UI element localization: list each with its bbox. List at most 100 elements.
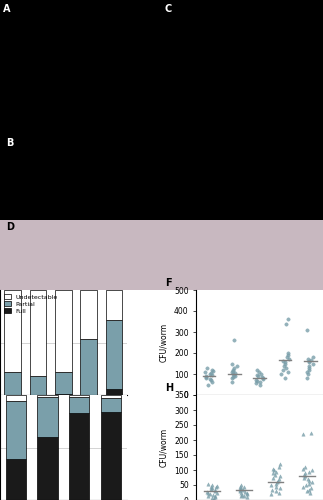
Point [307,366,312,374]
Text: B: B [6,138,14,147]
Point [237,487,243,495]
Point [207,375,212,384]
Point [270,464,275,472]
Text: A: A [3,4,11,14]
Point [302,474,307,482]
Point [208,376,214,384]
Y-axis label: CFU/worm: CFU/worm [160,428,169,467]
Point [210,481,215,489]
Point [213,493,218,500]
Point [208,484,214,492]
Bar [106,320,122,388]
Point [304,368,309,376]
Point [208,490,213,498]
Bar [30,376,46,395]
Point [261,374,266,382]
Bar [69,395,89,397]
Point [210,494,215,500]
Point [300,464,305,472]
Point [233,369,238,377]
Point [230,370,235,378]
Point [229,360,234,368]
Point [307,476,312,484]
Bar [69,413,89,500]
Bar [106,290,122,320]
Bar [37,437,58,500]
Bar [69,397,89,413]
Point [286,368,291,376]
Point [205,492,210,500]
Point [239,488,244,496]
Point [277,484,282,492]
Bar [55,290,72,372]
Point [268,481,274,489]
Bar [55,372,72,394]
Point [310,353,315,361]
Point [242,492,247,500]
Point [306,358,311,366]
Point [277,460,282,468]
Point [304,487,309,495]
Point [303,469,308,477]
Point [273,482,278,490]
Point [258,370,264,378]
Point [209,482,214,490]
Point [239,481,244,489]
Point [310,360,316,368]
Point [271,469,276,477]
Bar [5,402,26,459]
Point [210,367,215,375]
Point [274,478,279,486]
Point [306,370,311,378]
Point [207,370,212,378]
Legend: Undetectable, Partial, Full: Undetectable, Partial, Full [3,293,59,315]
Point [273,480,278,488]
Bar [100,412,121,500]
Point [206,480,211,488]
Point [213,492,218,500]
Point [254,376,259,384]
Point [286,316,291,324]
Point [307,468,312,475]
Point [305,326,310,334]
Point [305,356,310,364]
Point [238,484,243,492]
Point [231,371,236,379]
Point [204,364,209,372]
Point [308,356,313,364]
Point [268,490,273,498]
Point [208,369,213,377]
Bar [80,290,97,340]
Point [243,488,248,496]
Point [205,490,211,498]
Point [286,351,291,359]
Point [304,481,309,489]
Point [276,475,281,483]
Bar [100,395,121,398]
Bar [30,290,46,376]
Point [301,470,307,478]
Point [273,470,278,478]
Y-axis label: CFU/worm: CFU/worm [160,323,169,362]
Point [255,372,261,380]
Point [244,490,249,498]
Point [212,486,217,494]
Point [238,484,244,492]
Point [306,362,311,370]
Bar [80,340,97,395]
Point [283,358,288,366]
Text: C: C [165,4,172,14]
Point [271,474,276,482]
Point [230,367,235,375]
Point [281,366,286,374]
Point [270,486,275,494]
Point [279,370,284,378]
Bar [55,394,72,395]
Point [309,466,314,474]
X-axis label: Time (hour): Time (hour) [235,417,284,426]
Point [203,372,208,380]
Point [276,476,281,484]
Point [286,356,291,364]
Point [300,430,306,438]
Point [245,490,250,498]
